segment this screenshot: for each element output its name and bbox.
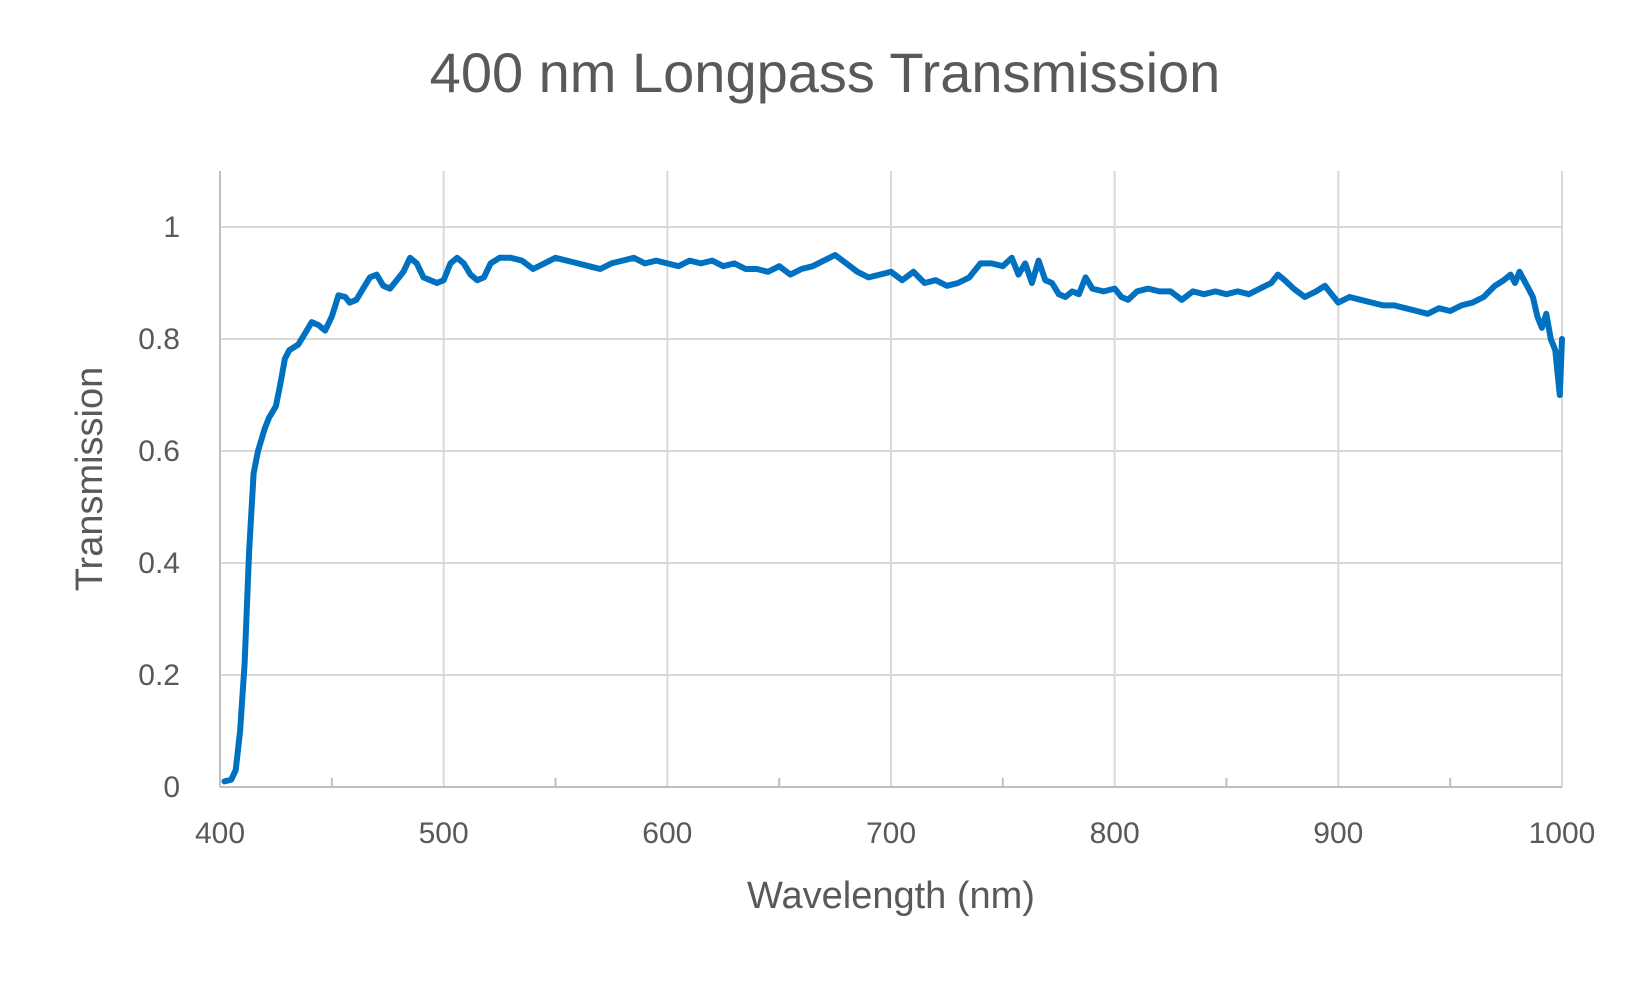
x-tick-label: 400 bbox=[195, 817, 245, 850]
x-tick-label: 800 bbox=[1090, 817, 1140, 850]
x-tick-label: 600 bbox=[642, 817, 692, 850]
y-tick-label: 0 bbox=[163, 771, 180, 804]
y-tick-label: 0.8 bbox=[138, 323, 180, 356]
series-layer bbox=[221, 252, 1565, 785]
y-axis-title: Transmission bbox=[69, 367, 111, 592]
x-axis-title: Wavelength (nm) bbox=[747, 875, 1035, 917]
y-tick-label: 0.4 bbox=[138, 547, 180, 580]
axes bbox=[219, 171, 1562, 788]
y-tick-label: 0.6 bbox=[138, 435, 180, 468]
gridlines bbox=[220, 171, 1563, 787]
y-tick-label: 1 bbox=[163, 211, 180, 244]
chart-title: 400 nm Longpass Transmission bbox=[429, 41, 1221, 104]
x-tick-label: 1000 bbox=[1529, 817, 1596, 850]
x-tick-label: 500 bbox=[419, 817, 469, 850]
tick-labels: 0 0.2 0.4 0.6 0.8 1 400 500 600 700 800 900 1000 bbox=[138, 211, 1595, 850]
series-line bbox=[221, 252, 1565, 785]
y-tick-label: 0.2 bbox=[138, 659, 180, 692]
x-tick-label: 900 bbox=[1313, 817, 1363, 850]
x-tick-label: 700 bbox=[866, 817, 916, 850]
